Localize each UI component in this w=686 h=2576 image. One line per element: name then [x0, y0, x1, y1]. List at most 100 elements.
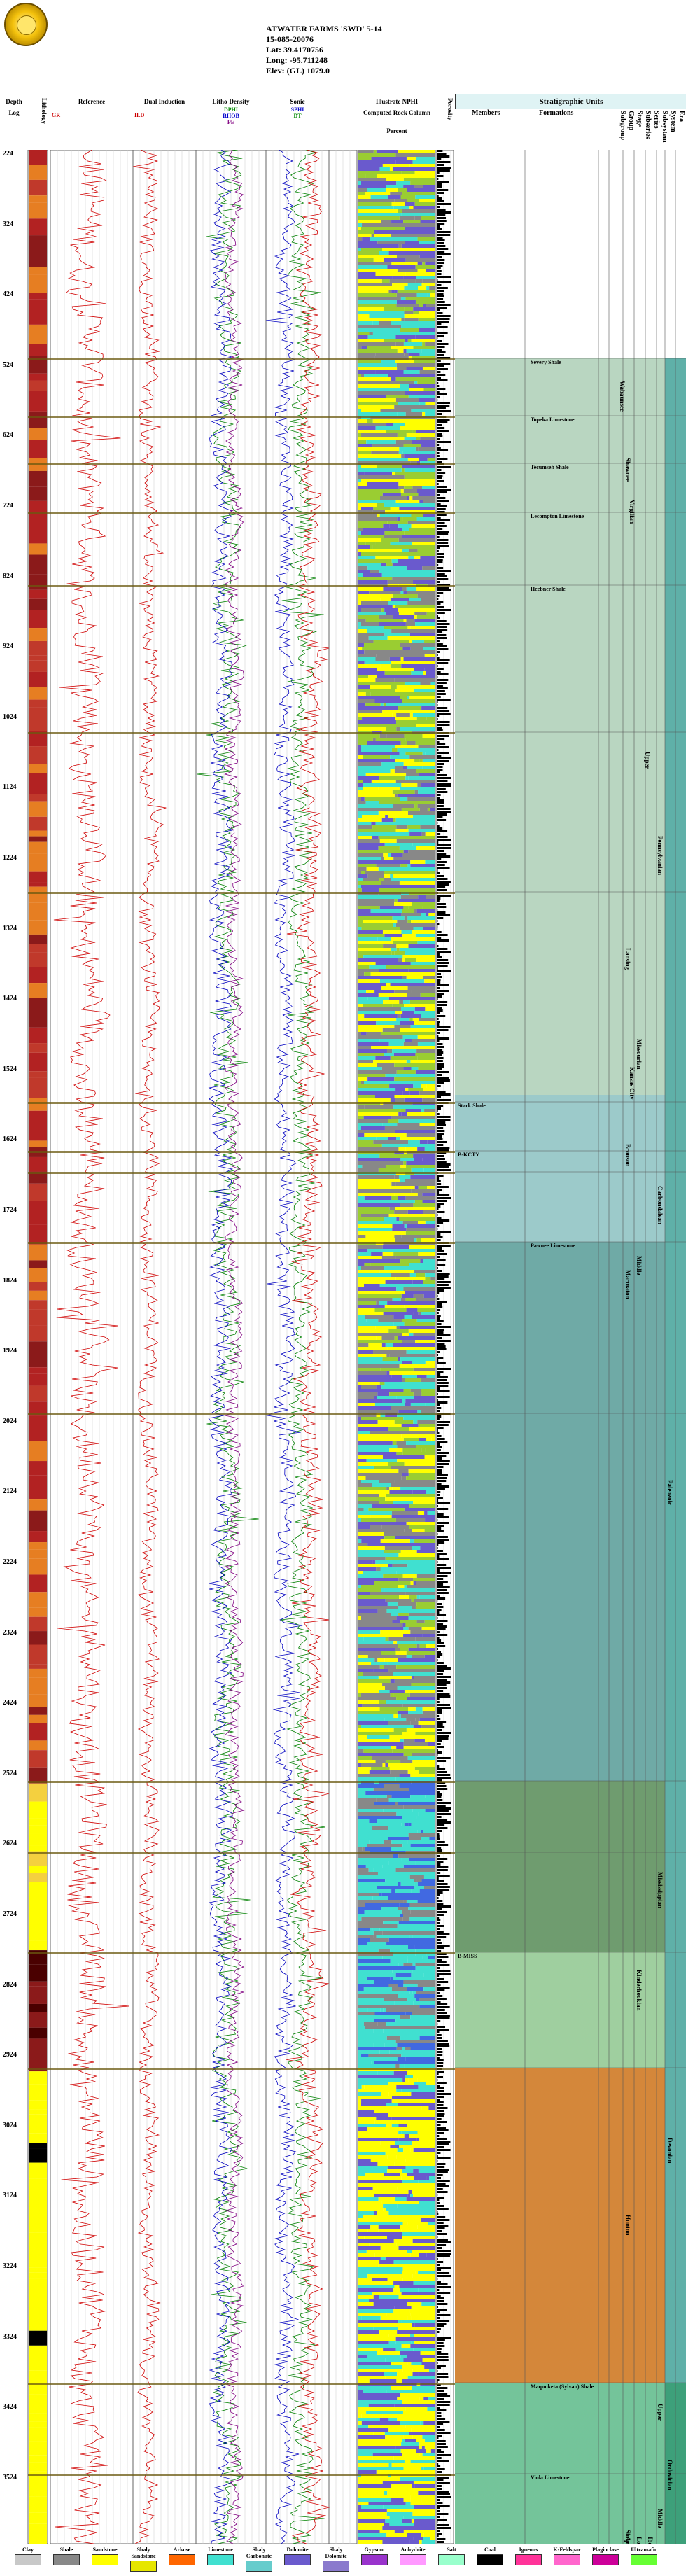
rock-fraction: [410, 2313, 435, 2316]
rock-fraction: [400, 1760, 413, 1763]
rock-fraction: [365, 1903, 400, 1907]
porosity-bar: [438, 2185, 449, 2188]
porosity-bar: [438, 609, 451, 611]
rock-fraction: [383, 1574, 386, 1578]
rock-fraction: [424, 1109, 435, 1112]
rock-fraction: [416, 475, 435, 479]
rock-fraction: [399, 1364, 410, 1368]
lithology-segment: [29, 2330, 47, 2346]
porosity-bar: [438, 629, 448, 631]
rock-fraction: [419, 2502, 435, 2505]
porosity-bar: [438, 1085, 441, 1087]
rock-fraction: [413, 1084, 421, 1088]
rock-fraction: [407, 1959, 435, 1963]
porosity-bar: [438, 993, 444, 995]
rock-fraction: [358, 1928, 370, 1931]
rock-fraction: [358, 626, 384, 629]
rock-fraction: [398, 2488, 435, 2491]
rock-fraction: [358, 2320, 388, 2323]
rock-fraction: [358, 164, 383, 167]
rock-fraction: [414, 1676, 419, 1679]
lithology-segment: [29, 1592, 47, 1608]
porosity-bar: [438, 1998, 447, 2000]
legend-label: Ultramafic: [631, 2547, 657, 2553]
rock-fraction: [401, 2131, 418, 2134]
rock-fraction: [428, 913, 435, 916]
rock-fraction: [407, 2250, 412, 2253]
rock-fraction: [405, 1088, 409, 1091]
rock-fraction: [402, 1375, 417, 1378]
porosity-bar: [438, 939, 449, 941]
lithology-segment: [29, 235, 47, 253]
rock-fraction: [358, 902, 395, 906]
rock-fraction: [358, 153, 396, 157]
rock-fraction: [389, 979, 414, 983]
rock-fraction: [414, 1277, 426, 1280]
porosity-bar: [438, 1502, 451, 1504]
rock-fraction: [402, 909, 414, 913]
rock-fraction: [397, 1602, 417, 1606]
rock-fraction: [358, 713, 393, 717]
rock-fraction: [373, 2211, 377, 2215]
member-label: B-MISS: [458, 1953, 477, 1959]
rock-fraction: [403, 1900, 407, 1903]
porosity-bar: [438, 155, 450, 158]
rock-fraction: [419, 1123, 435, 1126]
rock-fraction: [383, 853, 388, 857]
rock-fraction: [358, 1553, 391, 1557]
rock-fraction: [361, 2523, 384, 2526]
rock-fraction: [358, 1046, 372, 1049]
porosity-bar: [438, 1015, 446, 1017]
rock-fraction: [380, 664, 391, 668]
porosity-bar: [438, 531, 449, 533]
member-label: Stark Shale: [458, 1102, 486, 1109]
rock-fraction: [419, 2540, 422, 2544]
rock-fraction: [413, 1578, 435, 1581]
rock-fraction: [400, 1109, 406, 1112]
rock-fraction: [416, 1273, 426, 1277]
porosity-bar: [438, 2320, 450, 2322]
rock-fraction: [358, 1557, 386, 1560]
porosity-bar: [438, 1905, 451, 1907]
rock-fraction: [369, 591, 401, 594]
legend-label: K-Feldspar: [553, 2547, 581, 2553]
rock-fraction: [393, 941, 418, 944]
rock-fraction: [426, 304, 435, 307]
porosity-bar: [438, 1362, 446, 1364]
rock-fraction: [419, 304, 424, 307]
rock-fraction: [382, 279, 390, 283]
rock-fraction: [393, 969, 409, 972]
rock-fraction: [358, 1200, 396, 1203]
porosity-bar: [438, 2135, 440, 2137]
rock-fraction: [403, 850, 409, 853]
rock-fraction: [367, 741, 401, 745]
rock-fraction: [414, 804, 418, 808]
rock-fraction: [380, 1032, 435, 1035]
rock-fraction: [358, 846, 379, 850]
lithology-segment: [29, 373, 47, 381]
rock-fraction: [358, 2078, 403, 2082]
rock-fraction: [383, 1000, 400, 1004]
rock-fraction: [396, 1088, 406, 1091]
rock-fraction: [419, 1924, 435, 1928]
rock-fraction: [398, 1644, 417, 1648]
rock-fraction: [372, 321, 379, 325]
rock-fraction: [358, 2183, 379, 2187]
porosity-bar: [438, 2146, 444, 2148]
formation-top-line: [28, 1413, 455, 1415]
rock-fraction: [361, 346, 368, 349]
rock-fraction: [422, 752, 426, 755]
rock-fraction: [384, 1588, 435, 1592]
rock-fraction: [388, 2418, 398, 2421]
rock-fraction: [358, 955, 364, 958]
rock-fraction: [358, 2071, 378, 2075]
rock-fraction: [358, 1889, 392, 1893]
rock-fraction: [358, 1588, 382, 1592]
rock-fraction: [405, 752, 423, 755]
rock-fraction: [365, 801, 379, 804]
rock-fraction: [389, 167, 393, 171]
rock-fraction: [394, 405, 435, 409]
rock-fraction: [358, 2470, 377, 2474]
rock-fraction: [358, 1970, 393, 1973]
porosity-bar: [438, 1287, 451, 1289]
